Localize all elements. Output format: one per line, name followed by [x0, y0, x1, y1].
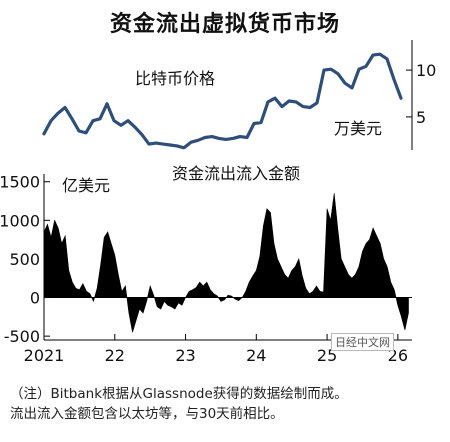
method-note: 流出流入金额包含以太坊等，与30天前相比。	[10, 406, 284, 422]
flow-x-tick-label: 23	[175, 346, 195, 365]
flow-y-tick-label: 1000	[0, 211, 40, 230]
flow-y-tick-label: -500	[4, 327, 40, 346]
flow-y-tick-label: 0	[30, 289, 40, 308]
flow-x-tick-label: 24	[246, 346, 266, 365]
flow-x-tick-label: 2021	[24, 346, 65, 365]
price-unit-label: 万美元	[334, 119, 383, 138]
price-y-tick-label: 5	[416, 108, 426, 127]
chart-title: 资金流出虚拟货币市场	[109, 12, 340, 37]
price-y-tick-label: 10	[416, 61, 436, 80]
flow-x-tick-label: 22	[105, 346, 125, 365]
flow-panel-title: 资金流出流入金额	[172, 164, 301, 183]
flow-unit-label: 亿美元	[62, 176, 111, 195]
price-panel-title: 比特币价格	[135, 69, 216, 88]
flow-area	[43, 193, 409, 333]
source-note: （注）Bitbank根据从Glassnode获得的数据绘制而成。	[10, 386, 348, 402]
price-line	[42, 52, 403, 150]
watermark-logo: 日经中文网	[331, 333, 394, 351]
flow-y-tick-label: 500	[9, 250, 40, 269]
flow-y-tick-label: 1500	[0, 173, 40, 192]
